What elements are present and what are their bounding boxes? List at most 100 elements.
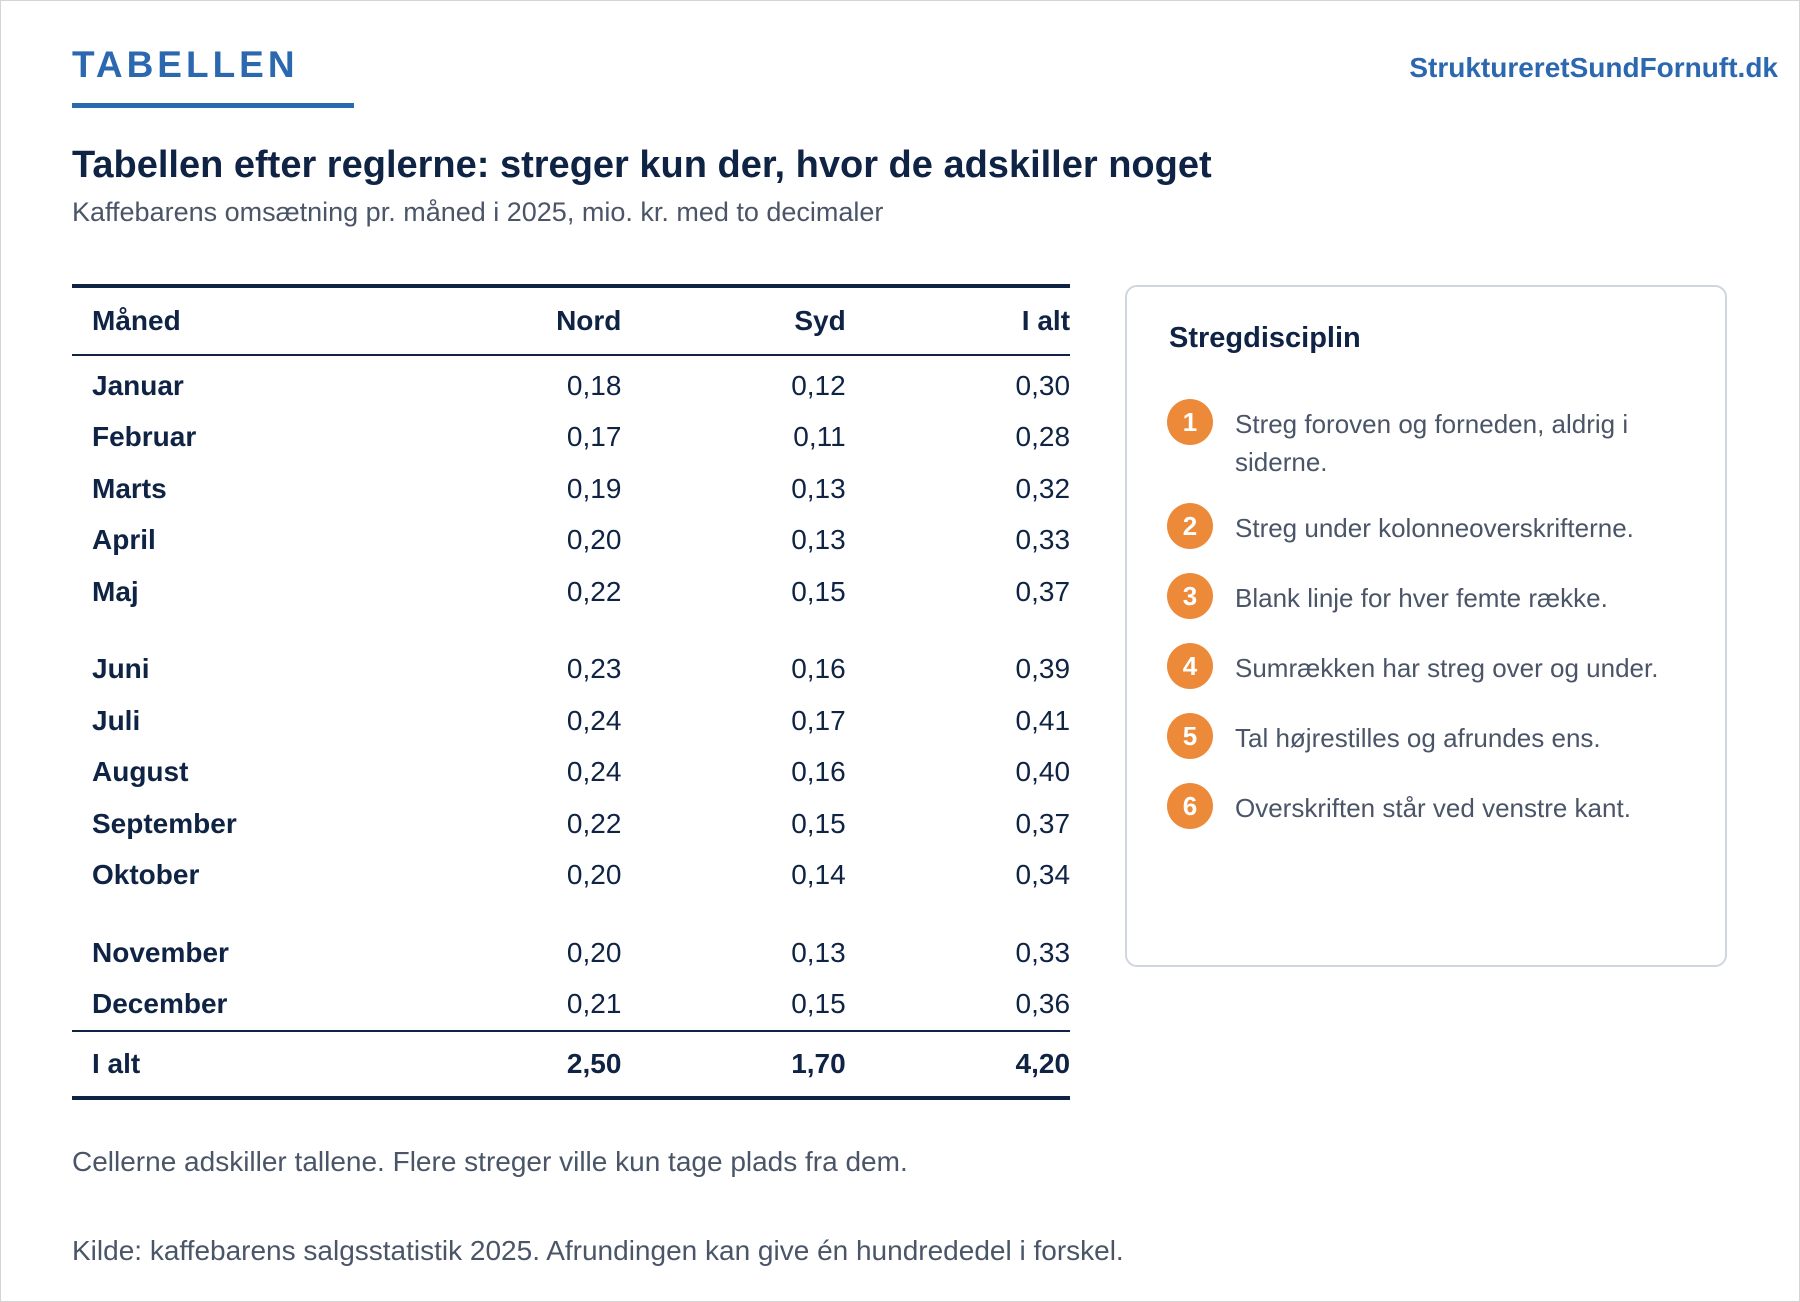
total-cell: 0,34 [1015,859,1071,891]
total-syd: 1,70 [791,1048,846,1079]
syd-cell: 0,17 [791,704,846,736]
total-cell: 0,37 [1015,807,1071,839]
rule-item: 6 Overskriften står ved venstre kant. [1167,783,1685,829]
rule-item: 4 Sumrækken har streg over og under. [1167,643,1685,689]
month-cell: August [92,756,189,788]
syd-cell: 0,13 [791,524,846,556]
total-cell: 0,33 [1015,524,1071,556]
rule-text: Overskriften står ved venstre kant. [1235,793,1631,823]
total-cell: 0,41 [1015,704,1071,736]
table-row: April 0,20 0,13 0,33 [72,515,1070,567]
total-cell: 0,32 [1015,472,1071,504]
nord-cell: 0,17 [566,421,622,453]
total-cell: 0,30 [1015,369,1071,401]
month-cell: Juli [92,704,141,736]
table-row: December 0,21 0,15 0,36 [72,979,1070,1031]
rule-number-badge: 4 [1167,643,1213,689]
table-row: September 0,22 0,15 0,37 [72,798,1070,850]
table-top-rule [72,284,1070,288]
rule-text: Streg foroven og forneden, aldrig i side… [1235,409,1629,477]
rule-item: 5 Tal højrestilles og afrundes ens. [1167,713,1685,759]
total-nord: 2,50 [566,1048,622,1079]
table-bottom-rule [72,1096,1070,1100]
nord-cell: 0,22 [566,807,622,839]
page-title: Tabellen efter reglerne: streger kun der… [72,144,1212,186]
page-subtitle: Kaffebarens omsætning pr. måned i 2025, … [72,197,884,227]
syd-cell: 0,13 [791,472,846,504]
column-header-total: I alt [1021,305,1071,336]
table-body: Januar 0,18 0,12 0,30 Februar 0,17 0,11 0,28 Mar… [72,356,1070,1030]
nord-cell: 0,22 [566,575,622,607]
nord-cell: 0,23 [566,653,622,685]
syd-cell: 0,11 [793,421,846,453]
table-note: Cellerne adskiller tallene. Flere strege… [72,1146,908,1177]
table-row: August 0,24 0,16 0,40 [72,747,1070,799]
rule-number-badge: 3 [1167,573,1213,619]
total-cell: 0,40 [1015,756,1071,788]
total-cell: 0,28 [1015,421,1071,453]
blank-row-separator [72,901,1070,927]
month-cell: Marts [92,472,167,504]
table-row: Juni 0,23 0,16 0,39 [72,644,1070,696]
column-header-month: Måned [92,305,181,336]
month-cell: Maj [92,575,139,607]
table-header-row: Måned Nord Syd I alt [72,288,1070,354]
total-top-rule [72,1030,1070,1032]
table-row: Marts 0,19 0,13 0,32 [72,463,1070,515]
nord-cell: 0,24 [566,756,622,788]
nord-cell: 0,18 [566,369,622,401]
table-row: Maj 0,22 0,15 0,37 [72,566,1070,618]
rule-number-badge: 1 [1167,399,1213,445]
month-cell: December [92,988,228,1020]
rule-text: Sumrækken har streg over og under. [1235,653,1659,683]
table-row: Januar 0,18 0,12 0,30 [72,360,1070,412]
rule-text: Tal højrestilles og afrundes ens. [1235,723,1601,753]
blank-row-separator [72,618,1070,644]
panel-title: Stregdisciplin [1169,322,1361,354]
rules-panel: Stregdisciplin 1 Streg foroven og fornede… [1125,285,1727,967]
syd-cell: 0,12 [791,369,846,401]
table-row: November 0,20 0,13 0,33 [72,927,1070,979]
total-cell: 0,33 [1015,936,1071,968]
total-cell: 0,39 [1015,653,1071,685]
syd-cell: 0,16 [791,756,846,788]
total-sum: 4,20 [1015,1048,1071,1079]
header-rule [72,354,1070,356]
rule-item: 2 Streg under kolonneoverskrifterne. [1167,503,1685,549]
table-row: Juli 0,24 0,17 0,41 [72,695,1070,747]
brand-underline [72,103,354,108]
month-cell: Januar [92,369,184,401]
revenue-table: Måned Nord Syd I alt Januar 0,18 0,12 0,30 F… [72,284,1070,1100]
syd-cell: 0,15 [791,988,846,1020]
month-cell: April [92,524,156,556]
syd-cell: 0,15 [791,575,846,607]
nord-cell: 0,24 [566,704,622,736]
month-cell: Februar [92,421,197,453]
column-header-syd: Syd [794,305,846,336]
table-row: Oktober 0,20 0,14 0,34 [72,850,1070,902]
month-cell: Juni [92,653,150,685]
rule-number-badge: 5 [1167,713,1213,759]
total-cell: 0,37 [1015,575,1071,607]
rule-text: Streg under kolonneoverskrifterne. [1235,513,1634,543]
syd-cell: 0,14 [791,859,846,891]
nord-cell: 0,20 [566,859,622,891]
rule-item: 3 Blank linje for hver femte række. [1167,573,1685,619]
table-row: Februar 0,17 0,11 0,28 [72,412,1070,464]
syd-cell: 0,15 [791,807,846,839]
total-cell: 0,36 [1015,988,1071,1020]
column-header-nord: Nord [556,305,622,336]
rule-item: 1 Streg foroven og forneden, aldrig i sid… [1167,399,1685,481]
source-note: Kilde: kaffebarens salgsstatistik 2025. … [72,1235,1124,1266]
total-label: I alt [92,1048,141,1079]
month-cell: November [92,936,229,968]
rule-text: Blank linje for hver femte række. [1235,583,1608,613]
site-link[interactable]: StruktureretSundFornuft.dk [1409,52,1778,83]
nord-cell: 0,20 [566,936,622,968]
brand-title: TABELLEN [72,44,299,85]
month-cell: September [92,807,237,839]
nord-cell: 0,21 [566,988,622,1020]
table-total-row: I alt 2,50 1,70 4,20 [72,1032,1070,1096]
nord-cell: 0,20 [566,524,622,556]
syd-cell: 0,16 [791,653,846,685]
